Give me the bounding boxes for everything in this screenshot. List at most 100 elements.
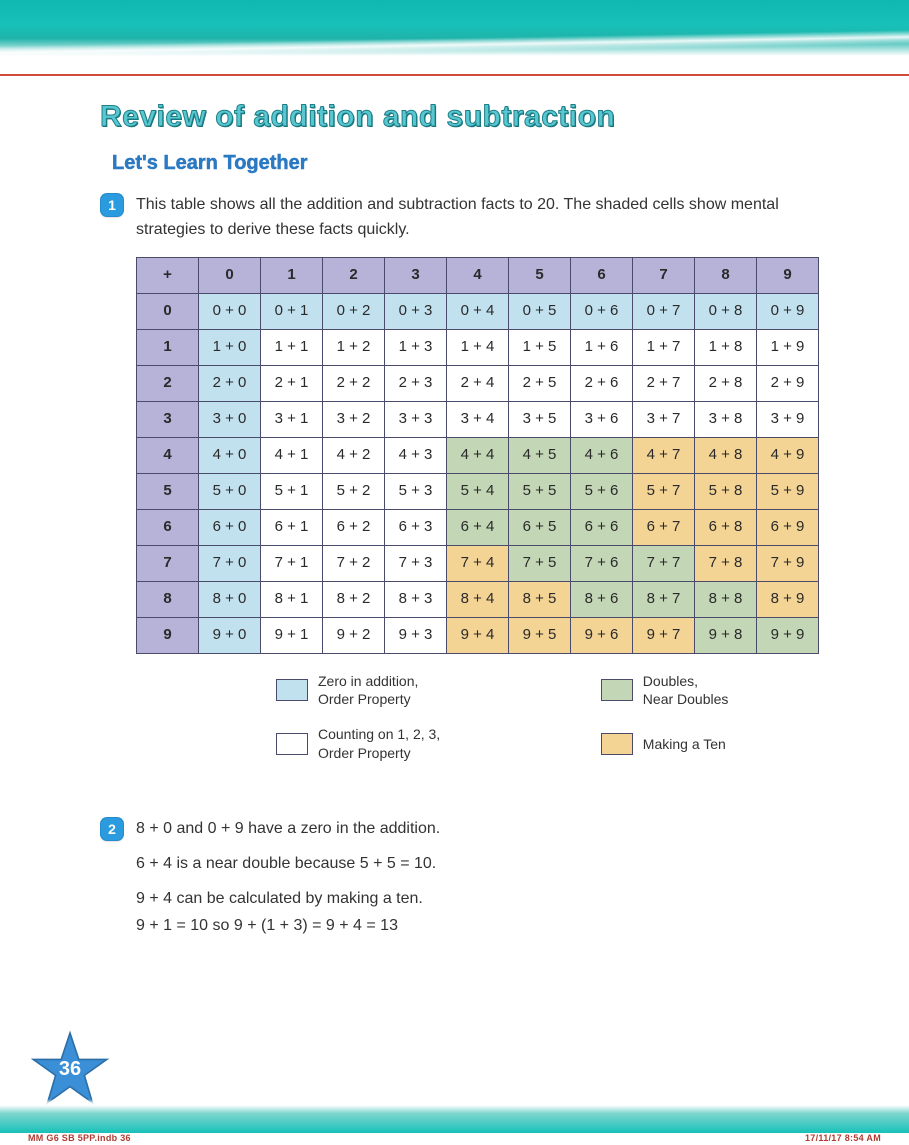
table-cell: 4 + 7 bbox=[633, 437, 695, 473]
table-cell: 8 + 6 bbox=[571, 581, 633, 617]
page-title: Review of addition and subtraction bbox=[100, 100, 829, 134]
table-cell: 8 + 7 bbox=[633, 581, 695, 617]
table-cell: 6 + 6 bbox=[571, 509, 633, 545]
legend-zero-label: Zero in addition, Order Property bbox=[318, 672, 418, 710]
legend-ten: Making a Ten bbox=[601, 725, 829, 763]
table-cell: 1 + 6 bbox=[571, 329, 633, 365]
table-cell: 9 + 0 bbox=[199, 617, 261, 653]
table-cell: 6 + 9 bbox=[757, 509, 819, 545]
legend-doubles: Doubles, Near Doubles bbox=[601, 672, 829, 710]
table-row-header: 9 bbox=[137, 617, 199, 653]
table-cell: 5 + 8 bbox=[695, 473, 757, 509]
table-cell: 8 + 9 bbox=[757, 581, 819, 617]
table-cell: 4 + 3 bbox=[385, 437, 447, 473]
table-cell: 2 + 4 bbox=[447, 365, 509, 401]
table-cell: 1 + 0 bbox=[199, 329, 261, 365]
table-cell: 9 + 9 bbox=[757, 617, 819, 653]
table-cell: 2 + 0 bbox=[199, 365, 261, 401]
table-cell: 0 + 1 bbox=[261, 293, 323, 329]
table-cell: 3 + 3 bbox=[385, 401, 447, 437]
item-1-body: This table shows all the addition and su… bbox=[136, 193, 829, 803]
header-rule bbox=[0, 74, 909, 76]
table-cell: 0 + 2 bbox=[323, 293, 385, 329]
table-cell: 5 + 9 bbox=[757, 473, 819, 509]
table-col-header: 7 bbox=[633, 257, 695, 293]
table-col-header: 9 bbox=[757, 257, 819, 293]
table-row-header: 0 bbox=[137, 293, 199, 329]
table-cell: 9 + 8 bbox=[695, 617, 757, 653]
table-cell: 9 + 3 bbox=[385, 617, 447, 653]
page-number-star: 36 bbox=[30, 1029, 110, 1109]
table-cell: 2 + 7 bbox=[633, 365, 695, 401]
table-col-header: 2 bbox=[323, 257, 385, 293]
table-cell: 9 + 1 bbox=[261, 617, 323, 653]
table-cell: 6 + 0 bbox=[199, 509, 261, 545]
table-cell: 8 + 0 bbox=[199, 581, 261, 617]
table-cell: 5 + 6 bbox=[571, 473, 633, 509]
table-cell: 5 + 4 bbox=[447, 473, 509, 509]
table-cell: 8 + 4 bbox=[447, 581, 509, 617]
page-number: 36 bbox=[30, 1029, 110, 1109]
table-cell: 5 + 3 bbox=[385, 473, 447, 509]
table-cell: 0 + 8 bbox=[695, 293, 757, 329]
table-cell: 2 + 1 bbox=[261, 365, 323, 401]
footer-right: 17/11/17 8:54 AM bbox=[805, 1133, 881, 1143]
table-col-header: 4 bbox=[447, 257, 509, 293]
legend-zero: Zero in addition, Order Property bbox=[276, 672, 541, 710]
table-cell: 5 + 7 bbox=[633, 473, 695, 509]
table-cell: 7 + 9 bbox=[757, 545, 819, 581]
table-row-header: 1 bbox=[137, 329, 199, 365]
table-cell: 4 + 8 bbox=[695, 437, 757, 473]
table-cell: 0 + 7 bbox=[633, 293, 695, 329]
table-cell: 2 + 3 bbox=[385, 365, 447, 401]
table-row-header: 2 bbox=[137, 365, 199, 401]
table-cell: 1 + 7 bbox=[633, 329, 695, 365]
legend: Zero in addition, Order Property Doubles… bbox=[276, 672, 829, 764]
legend-doubles-label: Doubles, Near Doubles bbox=[643, 672, 729, 710]
table-row-header: 8 bbox=[137, 581, 199, 617]
item-2-line2: 6 + 4 is a near double because 5 + 5 = 1… bbox=[136, 852, 829, 877]
legend-counting-swatch bbox=[276, 733, 308, 755]
table-cell: 8 + 3 bbox=[385, 581, 447, 617]
legend-zero-swatch bbox=[276, 679, 308, 701]
item-2-body: 8 + 0 and 0 + 9 have a zero in the addit… bbox=[136, 817, 829, 948]
table-corner: + bbox=[137, 257, 199, 293]
table-cell: 0 + 6 bbox=[571, 293, 633, 329]
section-title: Let's Learn Together bbox=[112, 152, 829, 175]
table-cell: 4 + 1 bbox=[261, 437, 323, 473]
table-col-header: 0 bbox=[199, 257, 261, 293]
table-col-header: 5 bbox=[509, 257, 571, 293]
table-row-header: 3 bbox=[137, 401, 199, 437]
table-row-header: 6 bbox=[137, 509, 199, 545]
table-col-header: 6 bbox=[571, 257, 633, 293]
table-cell: 2 + 2 bbox=[323, 365, 385, 401]
item-2-line3: 9 + 4 can be calculated by making a ten. bbox=[136, 887, 829, 912]
table-cell: 1 + 1 bbox=[261, 329, 323, 365]
table-cell: 4 + 4 bbox=[447, 437, 509, 473]
footer-left: MM G6 SB 5PP.indb 36 bbox=[28, 1133, 131, 1143]
item-2-line1: 8 + 0 and 0 + 9 have a zero in the addit… bbox=[136, 817, 829, 842]
table-cell: 8 + 2 bbox=[323, 581, 385, 617]
table-cell: 3 + 1 bbox=[261, 401, 323, 437]
table-cell: 7 + 2 bbox=[323, 545, 385, 581]
table-cell: 3 + 5 bbox=[509, 401, 571, 437]
table-cell: 9 + 7 bbox=[633, 617, 695, 653]
table-cell: 2 + 8 bbox=[695, 365, 757, 401]
legend-counting-label: Counting on 1, 2, 3, Order Property bbox=[318, 725, 440, 763]
table-cell: 4 + 6 bbox=[571, 437, 633, 473]
table-cell: 7 + 6 bbox=[571, 545, 633, 581]
footer-meta: MM G6 SB 5PP.indb 36 17/11/17 8:54 AM bbox=[28, 1133, 881, 1143]
legend-counting: Counting on 1, 2, 3, Order Property bbox=[276, 725, 541, 763]
table-cell: 7 + 1 bbox=[261, 545, 323, 581]
table-cell: 0 + 3 bbox=[385, 293, 447, 329]
table-cell: 9 + 5 bbox=[509, 617, 571, 653]
table-row-header: 5 bbox=[137, 473, 199, 509]
table-cell: 4 + 5 bbox=[509, 437, 571, 473]
table-cell: 7 + 4 bbox=[447, 545, 509, 581]
table-cell: 0 + 9 bbox=[757, 293, 819, 329]
legend-ten-swatch bbox=[601, 733, 633, 755]
table-cell: 3 + 7 bbox=[633, 401, 695, 437]
table-cell: 1 + 5 bbox=[509, 329, 571, 365]
legend-doubles-swatch bbox=[601, 679, 633, 701]
table-cell: 7 + 7 bbox=[633, 545, 695, 581]
